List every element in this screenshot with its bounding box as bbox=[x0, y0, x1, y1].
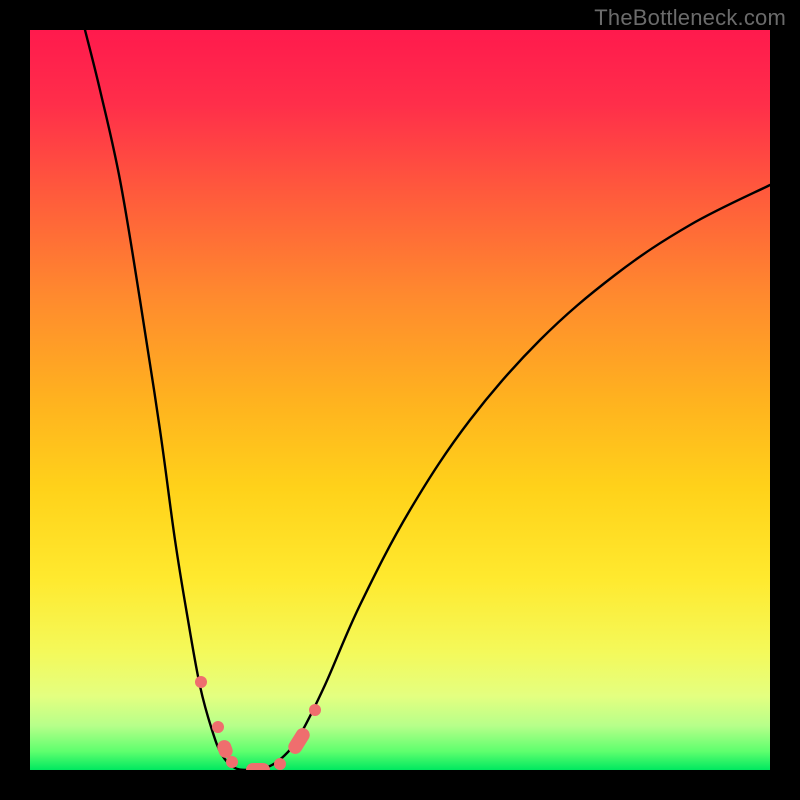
marker-dot bbox=[212, 721, 224, 733]
bottleneck-chart bbox=[0, 0, 800, 800]
gradient-background bbox=[30, 30, 770, 770]
marker-dot bbox=[226, 756, 238, 768]
watermark-text: TheBottleneck.com bbox=[594, 5, 786, 31]
marker-dot bbox=[309, 704, 321, 716]
marker-dot bbox=[274, 758, 286, 770]
plot-area bbox=[30, 30, 770, 777]
chart-container: TheBottleneck.com bbox=[0, 0, 800, 800]
marker-dot bbox=[195, 676, 207, 688]
